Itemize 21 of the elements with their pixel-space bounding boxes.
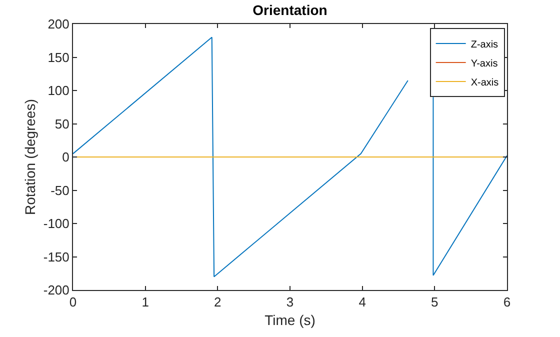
y-axis-title: Rotation (degrees) bbox=[22, 99, 38, 215]
y-tick-label: 150 bbox=[48, 50, 70, 65]
legend-label: X-axis bbox=[470, 77, 499, 88]
y-tick-label: -100 bbox=[43, 216, 70, 232]
x-axis-title: Time (s) bbox=[264, 312, 316, 328]
y-tick-label: -50 bbox=[50, 182, 70, 198]
y-tick-label: -200 bbox=[43, 282, 70, 298]
y-tick-label: 100 bbox=[48, 83, 70, 98]
x-tick-label: 4 bbox=[358, 294, 366, 310]
x-tick-label: 2 bbox=[214, 294, 222, 310]
y-tick-label: 0 bbox=[62, 150, 70, 165]
y-tick-label: 200 bbox=[48, 16, 70, 32]
y-tick-label: 50 bbox=[54, 116, 70, 132]
chart-title: Orientation bbox=[252, 2, 328, 18]
x-tick-label: 1 bbox=[142, 294, 149, 310]
x-tick-label: 3 bbox=[286, 294, 294, 310]
legend-label: Z-axis bbox=[470, 39, 498, 50]
y-tick-label: -150 bbox=[43, 249, 70, 264]
x-tick-label: 6 bbox=[503, 294, 511, 310]
legend-label: Y-axis bbox=[470, 58, 498, 70]
x-tick-label: 5 bbox=[431, 294, 438, 310]
